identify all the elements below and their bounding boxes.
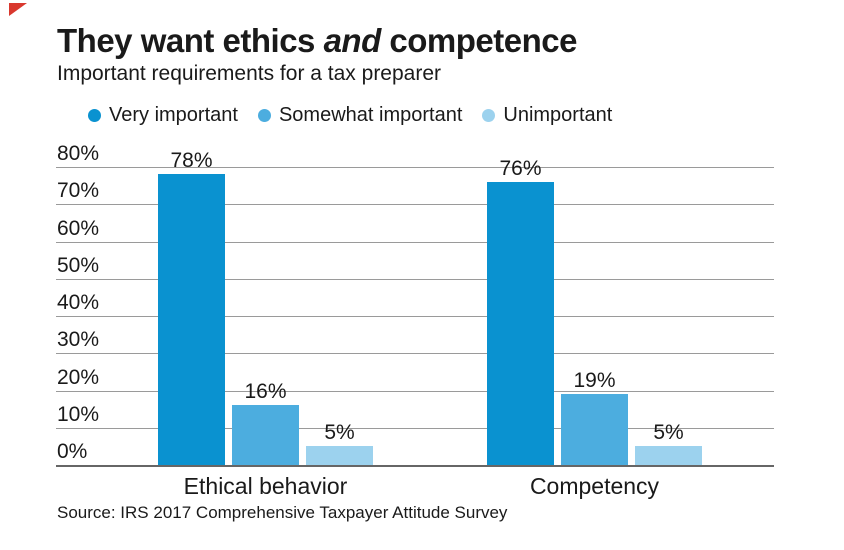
legend-dot-icon [482,109,496,122]
gridline-20 [56,390,774,392]
bar-ethical-behavior-somewhat-important [232,405,299,465]
title-italic-word: and [323,22,382,59]
gridline-50 [56,278,774,280]
category-label-ethical-behavior: Ethical behavior [183,473,348,499]
source-note: Source: IRS 2017 Comprehensive Taxpayer … [57,503,508,522]
gridline-30 [56,353,774,355]
bar-competency-very-important [487,181,554,465]
bar-ethical-behavior-unimportant [306,446,373,465]
gridline-60 [56,241,774,243]
chart-subtitle: Important requirements for a tax prepare… [57,62,442,85]
legend-item-unimportant: Unimportant [482,104,612,127]
legend-item-very-important: Very important [88,104,238,127]
legend: Very important Somewhat important Unimport… [88,104,612,127]
corner-flag-icon [9,3,27,16]
value-label: 5% [653,421,684,445]
title-suffix: competence [380,22,577,59]
y-axis-tick-80: 80% [57,142,100,165]
bar-competency-somewhat-important [561,394,628,465]
legend-dot-icon [88,109,101,122]
y-axis-tick-10: 10% [57,402,100,426]
legend-label: Unimportant [503,104,613,126]
legend-label: Very important [109,104,238,126]
y-axis-tick-50: 50% [57,253,100,277]
category-label-competency: Competency [529,473,660,499]
legend-item-somewhat-important: Somewhat important [257,104,463,127]
gridline-70 [56,204,774,206]
y-axis-tick-30: 30% [57,328,100,352]
value-label: 5% [324,421,355,445]
legend-label: Somewhat important [278,104,463,126]
title-prefix: They want ethics [57,22,324,59]
y-axis-tick-20: 20% [57,365,100,389]
value-label: 16% [244,380,287,404]
plot-area: 0% 10% 20% 30% 40% 50% 60% 70% 80% 78% 16% 5% Ethica… [56,139,776,514]
y-axis-tick-40: 40% [57,291,100,314]
value-label: 76% [499,156,542,180]
gridline-10 [56,427,774,429]
value-label: 19% [573,369,616,393]
y-axis-tick-0: 0% [57,440,88,463]
page-title: They want ethics and competence [57,22,578,60]
bar-competency-unimportant [635,446,702,465]
y-axis-tick-60: 60% [57,216,100,240]
y-axis-tick-70: 70% [57,179,100,203]
value-label: 78% [170,149,213,173]
gridline-40 [56,316,774,317]
gridline-0 [56,465,774,467]
legend-dot-icon [257,109,271,122]
gridline-80 [56,167,774,168]
bar-ethical-behavior-very-important [158,174,225,465]
